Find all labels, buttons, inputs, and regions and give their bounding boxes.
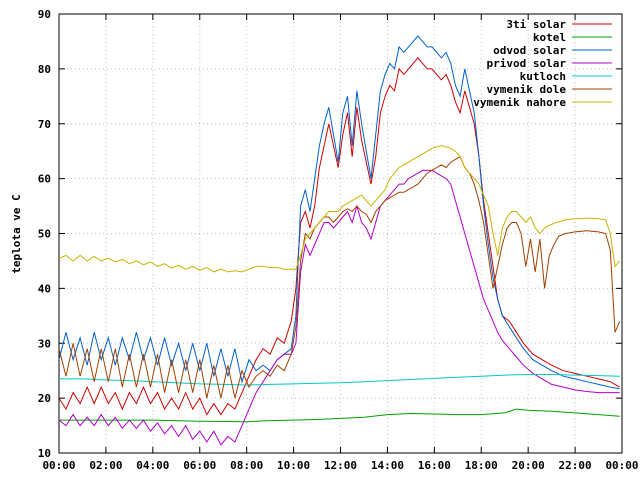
y-axis-label: teplota ve C — [10, 194, 23, 273]
series-line-4 — [59, 374, 620, 386]
y-tick-label: 20 — [38, 392, 51, 405]
legend-label: vymenik nahore — [473, 96, 566, 109]
series-line-5 — [58, 155, 621, 399]
x-tick-label: 00:00 — [605, 459, 638, 472]
y-tick-label: 30 — [38, 337, 51, 350]
legend-label: vymenik dole — [487, 83, 567, 96]
legend-label: kutloch — [520, 70, 566, 83]
y-tick-label: 60 — [38, 173, 51, 186]
x-tick-label: 12:00 — [324, 459, 357, 472]
series-line-0 — [58, 57, 620, 416]
x-tick-label: 02:00 — [89, 459, 122, 472]
y-tick-label: 40 — [38, 282, 51, 295]
legend-label: kotel — [533, 31, 566, 44]
axis-ticks: 10 20 30 40 50 60 70 80 90 00:00 02:00 04:00 06:00 08… — [38, 8, 639, 472]
x-tick-label: 16:00 — [418, 459, 451, 472]
x-tick-label: 06:00 — [183, 459, 216, 472]
x-tick-label: 18:00 — [465, 459, 498, 472]
series-lines — [58, 35, 621, 446]
x-tick-label: 22:00 — [559, 459, 592, 472]
y-tick-label: 90 — [38, 8, 51, 21]
y-tick-label: 50 — [38, 228, 51, 241]
series-line-3 — [58, 169, 620, 446]
series-line-2 — [58, 35, 620, 390]
series-line-6 — [58, 145, 621, 273]
x-tick-label: 14:00 — [371, 459, 404, 472]
legend-label: privod solar — [487, 57, 567, 70]
legend-label: 3ti solar — [506, 18, 566, 31]
x-tick-label: 00:00 — [42, 459, 75, 472]
y-tick-label: 70 — [38, 118, 51, 131]
x-tick-label: 08:00 — [230, 459, 263, 472]
x-tick-label: 10:00 — [277, 459, 310, 472]
y-tick-label: 10 — [38, 447, 51, 460]
x-tick-label: 20:00 — [512, 459, 545, 472]
series-line-1 — [59, 408, 620, 423]
y-tick-label: 80 — [38, 63, 51, 76]
x-tick-label: 04:00 — [136, 459, 169, 472]
legend-label: odvod solar — [493, 44, 566, 57]
